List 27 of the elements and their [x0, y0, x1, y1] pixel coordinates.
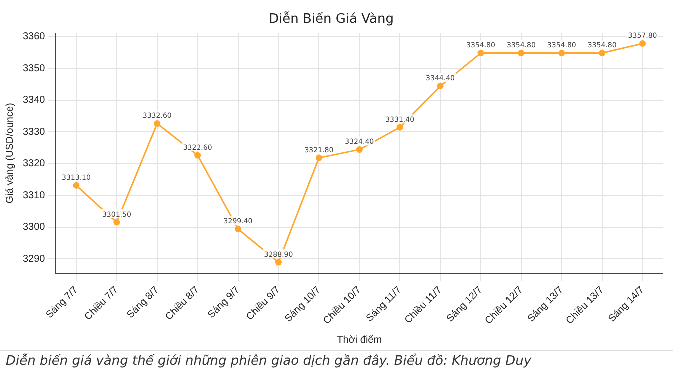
point: [396, 124, 404, 131]
point: [518, 50, 525, 57]
point: [437, 83, 444, 90]
point: [316, 154, 322, 162]
point: [154, 120, 161, 128]
point: [73, 182, 80, 189]
point: [275, 259, 282, 266]
point: [558, 50, 566, 57]
point: [114, 219, 120, 226]
y-tick-label: 3350: [22, 63, 46, 74]
point: [478, 50, 484, 57]
chart-title: Diễn Biến Giá Vàng: [268, 11, 394, 28]
point: [640, 40, 646, 48]
point: [194, 152, 202, 159]
y-tick-label: 3360: [22, 32, 46, 43]
y-tick-label: 3320: [22, 158, 46, 170]
text: Diễn biến giá vàng thế giới những phiên giao dịch gần đây. Biểu đồ: Khương Duy: [0, 350, 673, 369]
y-axis-title: Giá vàng (USD/ounce): [4, 103, 16, 204]
y-tick-label: 3330: [22, 126, 46, 138]
y-tick-label: 3300: [22, 222, 46, 234]
y-tick-label: 3310: [22, 190, 46, 202]
y-tick-label: 3340: [22, 95, 46, 106]
point: [356, 146, 363, 154]
point: [235, 226, 242, 232]
x-axis-title: Thời điểm: [337, 334, 382, 346]
point: [599, 50, 606, 57]
y-tick-label: 3290: [22, 254, 46, 265]
